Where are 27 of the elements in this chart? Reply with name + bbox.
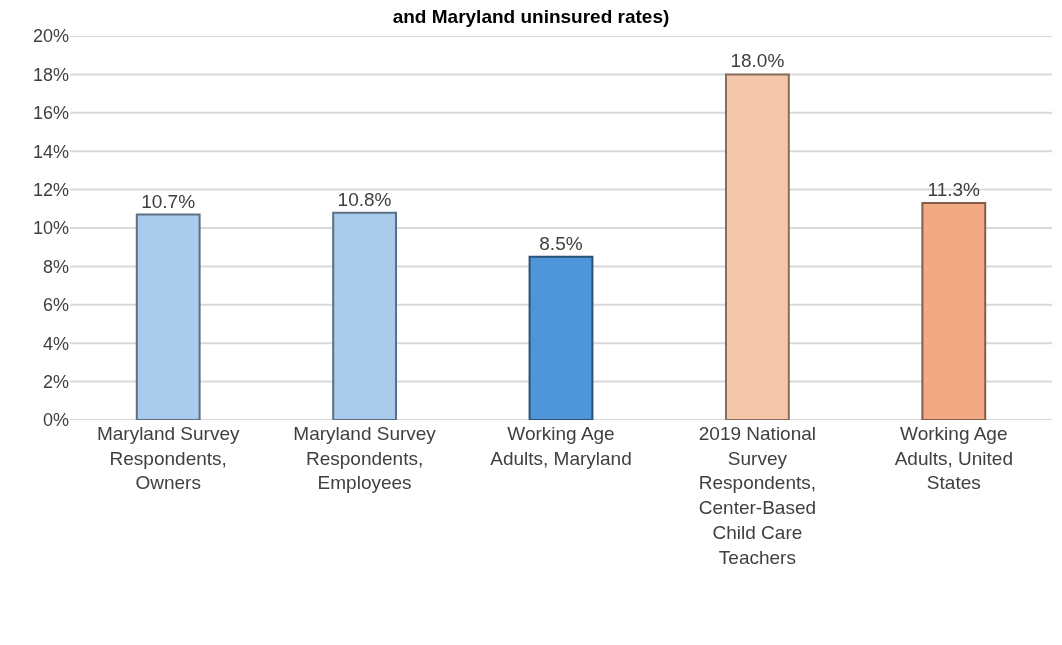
- y-tick-label: 4%: [42, 333, 69, 354]
- bar: [332, 211, 398, 420]
- bar: [528, 255, 594, 420]
- bar: [724, 73, 790, 420]
- data-label: 11.3%: [927, 179, 981, 201]
- y-tick-label: 2%: [42, 371, 69, 392]
- y-tick-label: 18%: [32, 64, 69, 85]
- y-tick-label: 12%: [32, 179, 69, 200]
- x-tick-label: Working Age Adults, United States: [894, 423, 1013, 494]
- y-tick-label: 14%: [32, 141, 69, 162]
- data-label: 10.7%: [141, 190, 196, 212]
- y-tick-label: 16%: [32, 103, 69, 124]
- data-label: 10.8%: [337, 188, 392, 210]
- x-tick-label: Maryland Survey Respondents, Employees: [293, 423, 437, 494]
- y-tick-label: 0%: [42, 410, 69, 431]
- bar: [921, 202, 987, 420]
- x-tick-label: 2019 National Survey Respondents, Center-Based Child Care Teachers: [698, 423, 817, 568]
- x-tick-label: Working Age Adults, Maryland: [490, 423, 632, 469]
- y-tick-label: 8%: [42, 256, 69, 277]
- data-label: 18.0%: [730, 50, 785, 72]
- chart-title: and Maryland uninsured rates): [392, 5, 670, 27]
- x-tick-label: Maryland Survey Respondents, Owners: [96, 423, 240, 494]
- bar: [135, 213, 201, 420]
- data-label: 8.5%: [539, 232, 583, 254]
- y-tick-label: 20%: [32, 26, 69, 47]
- y-tick-label: 10%: [32, 218, 69, 239]
- y-tick-label: 6%: [42, 295, 69, 316]
